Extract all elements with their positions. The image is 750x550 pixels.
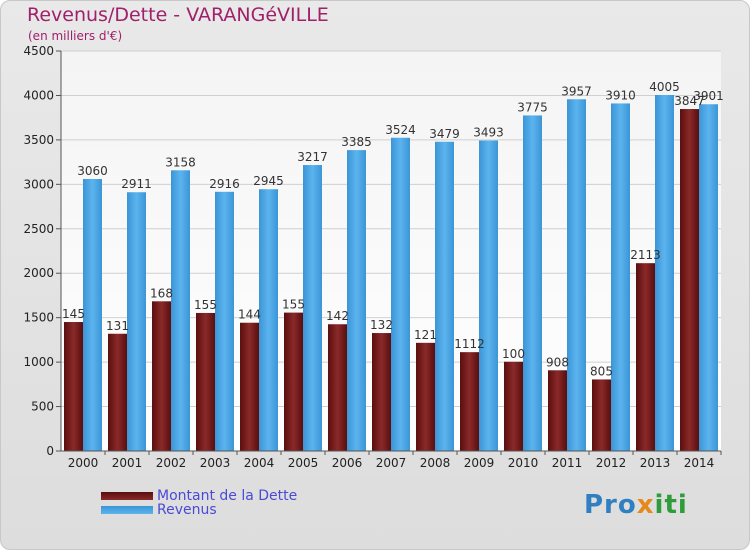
- data-label-debt-2004: 144: [238, 308, 261, 322]
- bar-revenue-2002: [171, 170, 190, 452]
- x-tick-label-2006: 2006: [332, 456, 363, 470]
- bar-debt-2007: [372, 333, 391, 451]
- bar-debt-2010: [504, 361, 523, 451]
- y-tick-label: 4000: [23, 88, 54, 102]
- bar-revenue-2008: [435, 141, 454, 451]
- x-tick-label-2008: 2008: [420, 456, 451, 470]
- data-label-debt-2007: 132: [370, 318, 393, 332]
- x-tick-label-2004: 2004: [244, 456, 275, 470]
- data-label-debt-2011: 908: [546, 355, 569, 369]
- data-label-debt-2005: 155: [282, 298, 305, 312]
- bar-debt-2004: [240, 322, 259, 451]
- data-label-revenue-2005: 3217: [297, 150, 328, 164]
- data-label-revenue-2001: 2911: [121, 177, 152, 191]
- data-label-debt-2008: 121: [414, 328, 437, 342]
- bar-revenue-2014: [699, 104, 718, 451]
- data-label-debt-2012: 805: [590, 364, 613, 378]
- bar-debt-2008: [416, 342, 435, 451]
- bar-revenue-2007: [391, 137, 410, 451]
- x-tick-label-2000: 2000: [68, 456, 99, 470]
- data-label-debt-2002: 168: [150, 286, 173, 300]
- data-label-debt-2006: 142: [326, 309, 349, 323]
- data-label-revenue-2009: 3493: [473, 126, 504, 140]
- legend-label-debt: Montant de la Dette: [157, 488, 298, 504]
- legend-label-revenue: Revenus: [157, 502, 217, 518]
- bar-revenue-2000: [83, 179, 102, 451]
- bar-revenue-2011: [567, 99, 586, 452]
- data-label-debt-2003: 155: [194, 298, 217, 312]
- x-tick-label-2002: 2002: [156, 456, 187, 470]
- data-label-revenue-2013: 4005: [649, 80, 680, 94]
- data-label-revenue-2012: 3910: [605, 88, 636, 102]
- chart-subtitle: (en milliers d'€): [28, 29, 123, 43]
- data-label-revenue-2007: 3524: [385, 123, 416, 137]
- bar-debt-2012: [592, 379, 611, 451]
- x-tick-label-2011: 2011: [552, 456, 583, 470]
- data-label-debt-2001: 131: [106, 319, 129, 333]
- y-tick-label: 1000: [23, 355, 54, 369]
- bar-debt-2014: [680, 109, 699, 452]
- bar-revenue-2004: [259, 189, 278, 451]
- legend-swatch-debt: [101, 492, 153, 500]
- bar-debt-2001: [108, 333, 127, 451]
- bar-debt-2002: [152, 301, 171, 451]
- data-label-revenue-2003: 2916: [209, 177, 240, 191]
- y-tick-label: 2000: [23, 266, 54, 280]
- data-label-revenue-2011: 3957: [561, 84, 592, 98]
- data-label-debt-2000: 145: [62, 307, 85, 321]
- x-tick-label-2013: 2013: [640, 456, 671, 470]
- data-label-debt-2014: 3847: [674, 94, 705, 108]
- bar-revenue-2013: [655, 95, 674, 451]
- data-label-debt-2010: 100: [502, 347, 525, 361]
- x-tick-label-2009: 2009: [464, 456, 495, 470]
- bar-revenue-2001: [127, 192, 146, 451]
- data-label-revenue-2006: 3385: [341, 135, 372, 149]
- x-tick-label-2007: 2007: [376, 456, 407, 470]
- bar-revenue-2009: [479, 140, 498, 451]
- data-label-revenue-2014: 3901: [693, 89, 724, 103]
- bar-debt-2003: [196, 312, 215, 451]
- y-tick-label: 1500: [23, 311, 54, 325]
- y-tick-label: 2500: [23, 222, 54, 236]
- data-label-revenue-2010: 3775: [517, 100, 548, 114]
- x-tick-label-2003: 2003: [200, 456, 231, 470]
- bar-revenue-2006: [347, 150, 366, 451]
- bar-revenue-2012: [611, 103, 630, 451]
- bar-revenue-2003: [215, 191, 234, 452]
- data-label-revenue-2000: 3060: [77, 164, 108, 178]
- legend-swatch-revenue: [101, 506, 153, 514]
- bar-debt-2006: [328, 324, 347, 451]
- bar-debt-2000: [64, 322, 83, 451]
- y-tick-label: 3500: [23, 133, 54, 147]
- bar-debt-2009: [460, 352, 479, 451]
- data-label-revenue-2004: 2945: [253, 174, 284, 188]
- y-tick-label: 500: [31, 400, 54, 414]
- legend-item-revenue: Revenus: [101, 502, 217, 518]
- bar-debt-2005: [284, 312, 303, 451]
- y-tick-label: 0: [46, 444, 54, 458]
- bar-debt-2013: [636, 263, 655, 451]
- x-tick-label-2010: 2010: [508, 456, 539, 470]
- chart-title: Revenus/Dette - VARANGéVILLE: [27, 4, 329, 26]
- bar-debt-2011: [548, 370, 567, 451]
- x-tick-label-2005: 2005: [288, 456, 319, 470]
- data-label-revenue-2008: 3479: [429, 127, 460, 141]
- bar-revenue-2010: [523, 115, 542, 451]
- data-label-debt-2013: 2113: [630, 248, 661, 262]
- y-tick-label: 3000: [23, 177, 54, 191]
- x-tick-label-2001: 2001: [112, 456, 143, 470]
- data-label-revenue-2002: 3158: [165, 155, 196, 169]
- x-tick-label-2014: 2014: [684, 456, 715, 470]
- x-tick-label-2012: 2012: [596, 456, 627, 470]
- y-tick-label: 4500: [23, 44, 54, 58]
- bar-revenue-2005: [303, 165, 322, 452]
- data-label-debt-2009: 1112: [454, 337, 485, 351]
- legend-item-debt: Montant de la Dette: [101, 488, 298, 504]
- proxiti-logo: Proxiti: [584, 490, 688, 520]
